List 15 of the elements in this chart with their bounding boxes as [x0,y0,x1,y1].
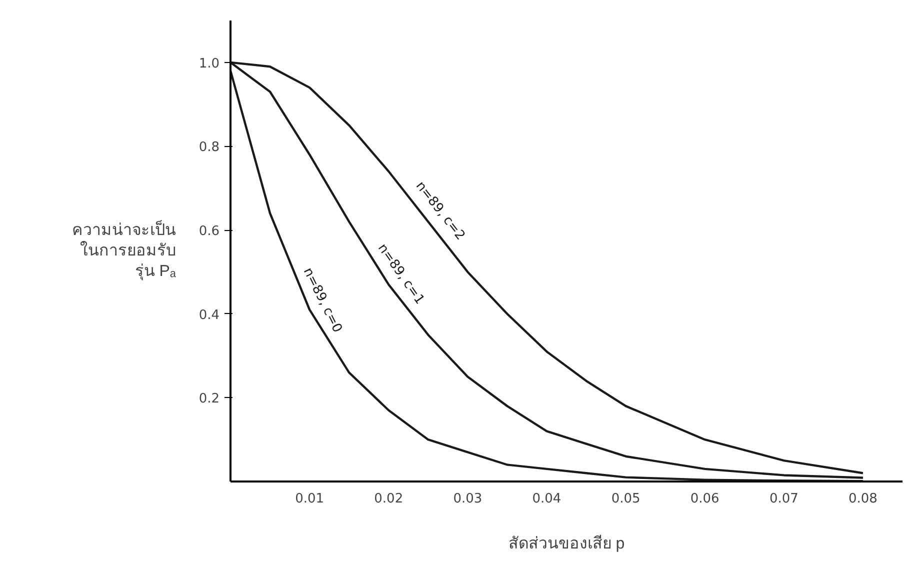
x-axis-title: สัดส่วนของเสีย p [508,534,625,552]
y-tick-label: 0.6 [198,224,220,240]
x-tick-label: 0.06 [690,492,720,506]
x-tick-label: 0.07 [769,492,798,506]
y-tick-label: 1.0 [198,56,220,72]
x-tick-label: 0.02 [374,492,404,506]
y-tick-label: 0.8 [198,140,220,156]
y-tick-label: 0.2 [198,392,220,407]
y-tick-label: 0.4 [198,308,220,323]
x-tick-label: 0.04 [532,492,562,506]
x-tick-label: 0.01 [295,492,324,506]
x-tick-label: 0.08 [848,492,878,506]
y-axis-title: ความน่าจะเป็น ในการยอมรับ รุ่น Pₐ [72,219,177,281]
x-tick-label: 0.05 [611,492,640,506]
x-tick-label: 0.03 [453,492,482,506]
